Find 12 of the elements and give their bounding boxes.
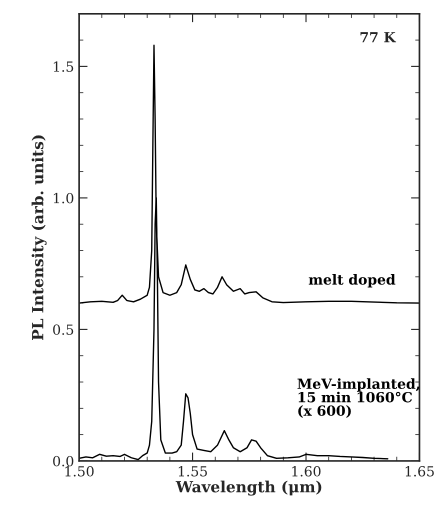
series-label: melt doped xyxy=(308,274,396,288)
x-tick-label: 1.50 xyxy=(65,466,94,477)
x-tick-label: 1.60 xyxy=(292,466,321,477)
y-tick-label: 0.5 xyxy=(53,324,74,335)
y-tick-label: 1.0 xyxy=(54,192,74,204)
x-tick-label: 1.65 xyxy=(406,466,434,477)
annotation: 77 K xyxy=(360,32,396,42)
y-axis-title: PL Intensity (arb. units) xyxy=(32,135,47,340)
x-tick-label: 1.55 xyxy=(178,466,207,477)
y-tick-label: 1.5 xyxy=(54,61,74,72)
y-tick-label: 0.0 xyxy=(53,456,74,466)
x-axis-title: Wavelength (μm) xyxy=(176,480,322,496)
